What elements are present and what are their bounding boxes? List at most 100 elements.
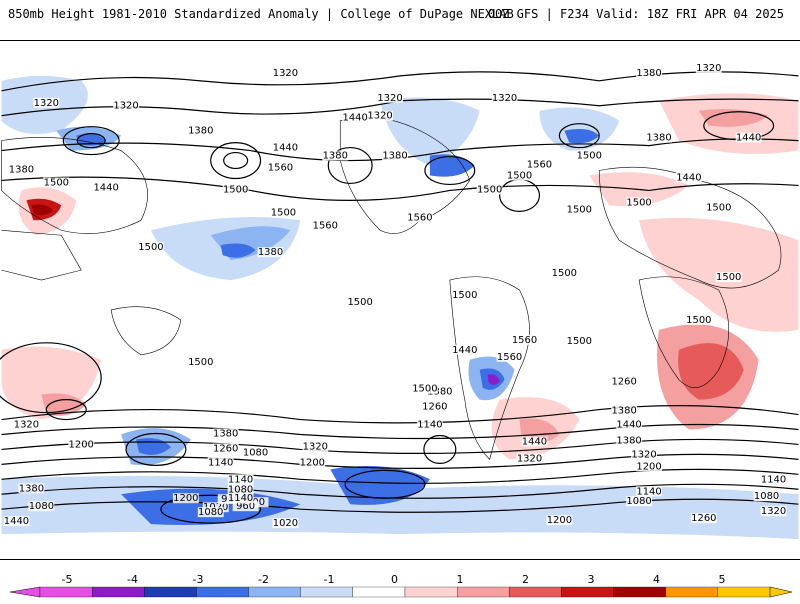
contour-label-bg xyxy=(227,484,254,495)
contour-label-bg xyxy=(705,202,732,213)
contour-label: 1320 xyxy=(273,68,298,79)
contour-label: 1440 xyxy=(93,182,118,193)
contour-label: 1320 xyxy=(631,449,656,460)
contour-label: 1500 xyxy=(44,177,69,188)
colorbar-tick-label: -4 xyxy=(127,573,138,586)
contour-label: 1560 xyxy=(407,212,432,223)
contour-label-bg xyxy=(28,501,55,512)
contour-label: 1500 xyxy=(271,207,296,218)
contour-label-bg xyxy=(406,212,433,223)
contour-label: 1500 xyxy=(138,242,163,253)
contour-label-bg xyxy=(312,220,339,231)
anomaly-map: 1380 1320 1320 1320 1380 1320 1380 1320 1320 1380… xyxy=(0,40,800,560)
contour-label-bg xyxy=(207,457,234,468)
contour-label: 1080 xyxy=(198,507,223,518)
contour-label-bg xyxy=(270,207,297,218)
colorbar-tick-label: 0 xyxy=(391,573,398,586)
contour-label: 1320 xyxy=(14,420,39,431)
colorbar-tick-label: 2 xyxy=(522,573,529,586)
contour-label: 1380 xyxy=(611,406,636,417)
contour-label: 1560 xyxy=(527,160,552,171)
colorbar-swatch xyxy=(456,586,510,598)
colorbar-scale xyxy=(9,586,793,598)
contour-label-bg xyxy=(636,486,662,497)
contour-label: 1380 xyxy=(188,126,213,137)
contour-label: 1500 xyxy=(477,184,502,195)
contour-label: 1500 xyxy=(567,336,592,347)
contour-label-bg xyxy=(753,491,780,502)
contour-label-bg xyxy=(232,501,259,512)
contour-label: 1500 xyxy=(223,184,248,195)
colorbar-swatch xyxy=(91,586,145,598)
contour-label-bg xyxy=(760,506,787,517)
contour-label: 1320 xyxy=(367,111,392,122)
contour-label: 1200 xyxy=(69,439,94,450)
contour-label-bg xyxy=(626,496,653,507)
colorbar-tick-label: -5 xyxy=(61,573,73,586)
contour-label: 1080 xyxy=(243,447,268,458)
contour-label-bg xyxy=(675,172,702,183)
contour-label-bg xyxy=(416,419,443,430)
colorbar-tick-label: 5 xyxy=(718,573,726,586)
contour-label-bg xyxy=(476,184,503,195)
contour-label: 1440 xyxy=(522,436,547,447)
contour-label-bg xyxy=(68,439,95,450)
contour-label-bg xyxy=(342,112,369,123)
contour-label: 1380 xyxy=(258,247,283,258)
colorbar-swatch xyxy=(613,586,666,598)
contour-label-bg xyxy=(43,177,70,188)
contour-label-bg xyxy=(566,204,593,215)
contour-label: 1320 xyxy=(113,101,138,112)
contour-label-bg xyxy=(227,493,254,504)
contour-label-bg xyxy=(426,386,453,397)
contour-label: 1140 xyxy=(761,474,786,485)
contour-label: 1260 xyxy=(611,377,636,388)
contour-label: 1200 xyxy=(173,493,198,504)
contour-label-bg xyxy=(715,272,742,283)
contour-label: 1140 xyxy=(228,474,253,485)
contour-label: 1560 xyxy=(268,163,293,174)
colorbar-swatch xyxy=(717,586,771,598)
contour-label: 1560 xyxy=(512,335,537,346)
contour-label: 1440 xyxy=(736,133,761,144)
colorbar-tick-label: 1 xyxy=(456,573,464,586)
contour-label: 1500 xyxy=(567,204,592,215)
contour-label: 1140 xyxy=(208,457,233,468)
contour-label: 1440 xyxy=(676,172,701,183)
colorbar-swatch xyxy=(509,586,562,598)
contour-label-bg xyxy=(8,164,35,175)
contour-label-bg xyxy=(496,351,523,362)
contour-label: 1260 xyxy=(213,443,238,454)
colorbar-swatch xyxy=(404,586,458,598)
chart-title: 850mb Height 1981-2010 Standardized Anom… xyxy=(8,7,514,21)
contour-label: 1260 xyxy=(691,513,716,524)
contour-label-bg xyxy=(93,182,120,193)
contour-label: 1440 xyxy=(4,516,29,527)
contour-label-bg xyxy=(690,513,717,524)
contour-label: 1500 xyxy=(716,272,741,283)
contour-label: 1380 xyxy=(382,151,407,162)
contour-label-bg xyxy=(347,297,374,307)
contour-label: 1080 xyxy=(626,496,651,507)
contour-label: 1440 xyxy=(616,420,641,431)
contour-label-bg xyxy=(551,268,578,279)
contour-label: 1380 xyxy=(646,133,671,144)
contour-label: 1380 xyxy=(19,483,44,494)
colorbar-swatch xyxy=(39,586,93,598)
contour-label-bg xyxy=(222,184,249,195)
contour-label: 1500 xyxy=(686,315,711,326)
colorbar-swatch xyxy=(300,586,354,598)
contour-label-bg xyxy=(616,419,643,430)
colorbar-tick-label: 3 xyxy=(587,573,595,586)
contour-label-bg xyxy=(382,150,408,161)
contour-label: 1500 xyxy=(347,297,372,308)
contour-label: 1320 xyxy=(34,98,59,109)
colorbar-swatch xyxy=(196,586,249,598)
contour-label: 1380 xyxy=(616,435,641,446)
contour-label-bg xyxy=(212,428,239,439)
colorbar-arrow-left xyxy=(9,586,41,598)
contour-label-bg xyxy=(322,150,349,161)
contour-label: 1440 xyxy=(273,143,298,154)
contour-label: 1380 xyxy=(9,164,34,175)
contour-label-bg xyxy=(576,150,603,161)
